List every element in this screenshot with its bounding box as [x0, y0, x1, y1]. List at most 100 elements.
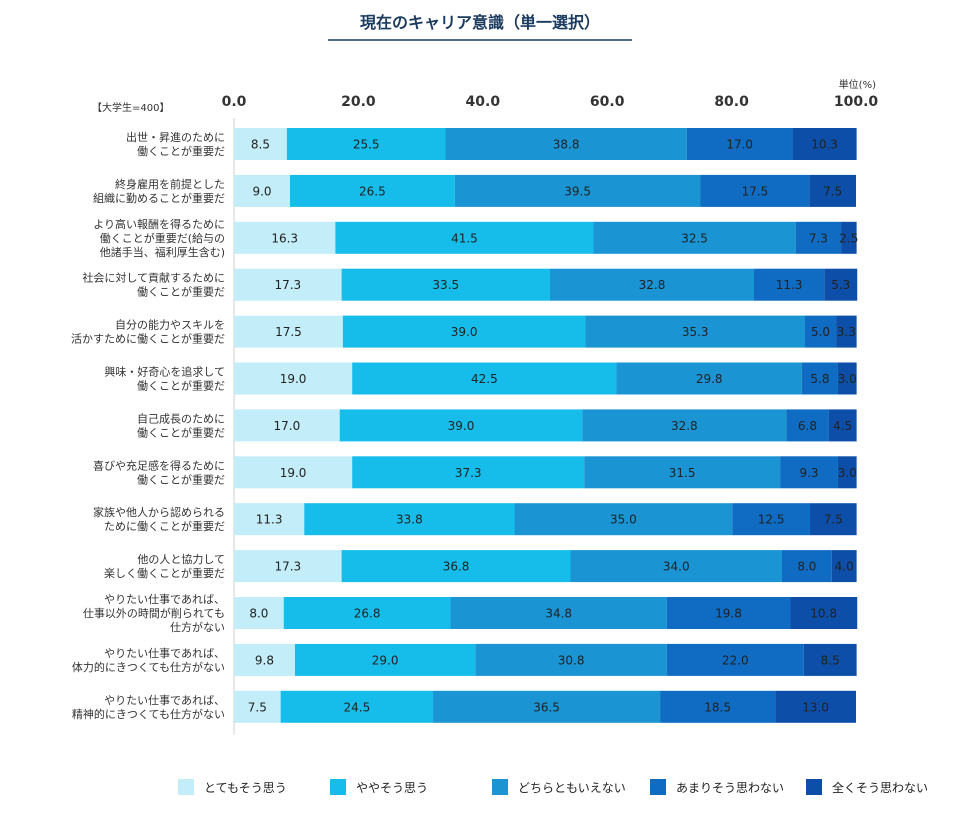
data-label: 17.0	[274, 419, 301, 433]
category-label-line: 社会に対して貢献するために	[82, 271, 225, 285]
data-label: 7.5	[824, 513, 843, 527]
bar-segment	[454, 174, 701, 207]
x-tick-label: 100.0	[834, 94, 879, 110]
bar-segment	[700, 174, 810, 207]
data-label: 24.5	[343, 700, 370, 714]
bar-segment	[286, 128, 446, 160]
bar-segment	[433, 690, 661, 723]
bar-segment	[450, 597, 667, 629]
legend-swatch	[330, 779, 346, 795]
bar-segment	[234, 643, 295, 676]
data-label: 32.8	[639, 278, 666, 292]
bar-segment	[775, 690, 856, 723]
category-label: 自分の能力やスキルを活かすために働くことが重要だ	[71, 318, 225, 346]
data-label: 7.3	[809, 231, 828, 245]
data-label: 4.5	[833, 419, 852, 433]
category-labels: 出世・昇進のために働くことが重要だ終身雇用を前提とした組織に勤めることが重要だよ…	[71, 130, 225, 721]
bar-segment	[445, 128, 687, 160]
bar-segment	[570, 550, 782, 583]
category-label-line: 自己成長のために	[137, 412, 225, 425]
legend-label: あまりそう思わない	[676, 781, 784, 795]
bar-segment	[341, 550, 571, 583]
bar-segment	[514, 503, 733, 536]
category-label-line: 働くことが重要だ	[137, 379, 225, 393]
category-label-line: 終身雇用を前提とした	[115, 177, 225, 191]
bar-segment	[804, 315, 837, 348]
bar-segment	[666, 597, 791, 629]
category-label: 家族や他人から認められるために働くことが重要だ	[93, 505, 225, 533]
category-label: 興味・好奇心を追求して働くことが重要だ	[104, 365, 225, 393]
bar-segment	[809, 174, 856, 207]
category-label: 喜びや充足感を得るために働くことが重要だ	[93, 458, 225, 486]
data-label: 8.5	[821, 653, 840, 667]
data-label: 10.8	[810, 607, 837, 621]
category-label-line: 活かすために働くことが重要だ	[71, 332, 225, 346]
legend-label: 全くそう思わない	[832, 780, 928, 795]
category-label-line: ために働くことが重要だ	[104, 519, 225, 533]
category-label-line: 働くことが重要だ	[137, 472, 225, 486]
category-label-line: やりたい仕事であれば、	[104, 647, 225, 660]
data-label: 7.5	[823, 184, 842, 198]
data-label: 39.0	[448, 419, 475, 433]
data-label: 33.8	[396, 513, 423, 527]
chart-title: 現在のキャリア意識（単一選択）	[360, 13, 600, 32]
data-label: 41.5	[451, 231, 478, 245]
category-label-line: やりたい仕事であれば、	[104, 593, 225, 606]
category-label-line: 出世・昇進のために	[126, 130, 225, 144]
bar-segment	[616, 362, 802, 395]
data-label: 8.0	[249, 607, 268, 621]
data-label: 10.3	[811, 138, 838, 152]
legend-label: ややそう思う	[356, 781, 428, 795]
bar-segment	[234, 221, 336, 254]
bar-segment	[786, 409, 829, 442]
bar-segment	[549, 268, 754, 301]
data-label: 38.8	[553, 138, 580, 152]
bar-segment	[234, 174, 290, 207]
bar-segment	[289, 174, 455, 207]
data-label: 37.3	[455, 466, 482, 480]
data-label: 12.5	[758, 513, 785, 527]
data-label: 7.5	[248, 700, 267, 714]
data-label: 29.8	[696, 372, 723, 386]
bar-segment	[837, 362, 857, 395]
data-label: 19.0	[280, 466, 307, 480]
data-label: 29.0	[372, 653, 399, 667]
bar-segment	[803, 643, 857, 676]
category-label-line: 働くことが重要だ(給与の	[100, 231, 225, 245]
bar-segment	[283, 597, 451, 629]
data-label: 18.5	[704, 700, 731, 714]
bar-segment	[790, 597, 858, 629]
data-label: 26.8	[354, 607, 381, 621]
legend-swatch	[650, 779, 666, 795]
data-label: 17.0	[726, 138, 753, 152]
bar-segment	[234, 690, 281, 723]
legend-swatch	[806, 779, 822, 795]
legend-label: とてもそう思う	[204, 781, 287, 795]
category-label-line: より高い報酬を得るために	[93, 217, 225, 231]
bar-segment	[837, 456, 857, 489]
x-axis-ticks: 0.0 20.0 40.0 60.0 80.0 100.0	[222, 94, 879, 110]
category-label: 自己成長のために働くことが重要だ	[137, 412, 225, 439]
bar-segment	[584, 456, 781, 489]
bar-segment	[342, 315, 586, 348]
category-label-line: 働くことが重要だ	[137, 285, 225, 299]
bar-segment	[824, 268, 858, 301]
data-label: 8.0	[797, 560, 816, 574]
unit-label: 単位(%)	[839, 78, 876, 91]
x-tick-label: 20.0	[341, 94, 376, 110]
category-label-line: 他の人と協力して	[137, 553, 225, 566]
bar-area: 8.5 25.5 38.8 17.0 10.3 9.0 26.5 39.5 17.5 7.5 16.…	[233, 118, 858, 735]
category-label-line: 働くことが重要だ	[137, 425, 225, 439]
bar-segment	[831, 550, 857, 583]
bar-segment	[686, 128, 793, 160]
category-label-line: 喜びや充足感を得るために	[93, 458, 225, 472]
bar-segment	[234, 503, 305, 536]
data-label: 26.5	[359, 184, 386, 198]
data-label: 42.5	[471, 372, 498, 386]
data-label: 33.5	[432, 278, 459, 292]
bar-segment	[792, 128, 857, 160]
data-label: 39.5	[564, 184, 591, 198]
category-label-line: 精神的にきつくても仕方がない	[72, 707, 225, 721]
category-label-line: 他諸手当、福利厚生含む)	[100, 245, 225, 259]
legend-swatch	[178, 779, 194, 795]
